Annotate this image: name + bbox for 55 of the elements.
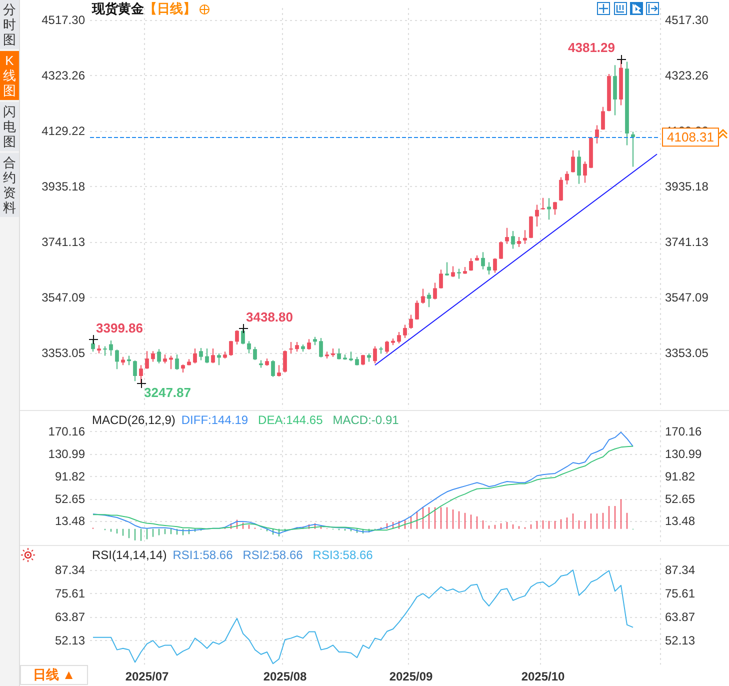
x-tick-label: 2025/08 — [263, 670, 308, 684]
y-tick-label: 170.16 — [48, 424, 86, 439]
text: MACD:-0.91 — [332, 413, 400, 427]
y2-tick-label: 3741.13 — [665, 235, 709, 250]
y-tick-label: 3353.05 — [42, 346, 86, 360]
y2-tick-label: 130.99 — [665, 447, 702, 462]
text: K线图 — [3, 53, 16, 98]
annotation: 3247.87 — [144, 385, 191, 400]
y-tick-label: 91.82 — [54, 469, 86, 484]
y-tick-label: 3935.18 — [42, 180, 86, 194]
y2-tick-label: 75.61 — [665, 586, 696, 600]
y2-tick-label: 4517.30 — [665, 13, 709, 28]
x-tick-label: 2025/10 — [521, 670, 566, 684]
text: 合约资料 — [3, 155, 16, 215]
chart-title: MACD(26,12,9) — [92, 413, 176, 427]
annotation: 3438.80 — [246, 310, 293, 325]
y2-tick-label: 170.16 — [665, 424, 702, 439]
x-tick-label: 2025/07 — [125, 670, 170, 684]
y-tick-label: 130.99 — [48, 447, 86, 462]
y2-tick-label: 63.87 — [665, 610, 696, 624]
annotation: 3399.86 — [96, 320, 143, 336]
text: 分时图 — [3, 2, 16, 47]
y2-tick-label: 3547.09 — [665, 290, 709, 305]
y-tick-label: 75.61 — [54, 586, 86, 600]
annotation: RSI2:58.66 — [242, 548, 304, 562]
y-tick-label: 52.13 — [54, 633, 86, 648]
y-tick-label: 13.48 — [54, 514, 86, 528]
y-tick-label: 52.65 — [54, 492, 86, 506]
y-tick-label: 4517.30 — [42, 13, 86, 28]
y-tick-label: 3547.09 — [42, 290, 86, 305]
y-tick-label: 3741.13 — [42, 235, 86, 250]
y-tick-label: 4129.22 — [42, 124, 86, 138]
y2-tick-label: 13.48 — [665, 514, 696, 528]
x-tick-label: 2025/09 — [389, 670, 434, 684]
y-tick-label: 87.34 — [54, 562, 86, 577]
y2-tick-label: 4323.26 — [665, 68, 709, 83]
y-tick-label: 4323.26 — [42, 68, 86, 83]
y2-tick-label: 52.65 — [665, 492, 696, 506]
y2-tick-label: 87.34 — [665, 562, 696, 577]
chart-subtitle: 【日线】 — [144, 1, 196, 16]
text: 日线 ▲ — [20, 665, 88, 685]
y2-tick-label: 3353.05 — [665, 346, 709, 360]
ref-line-label: 4108.31 — [667, 130, 714, 145]
y-tick-label: 63.87 — [54, 610, 86, 624]
chart-title: RSI(14,14,14) — [92, 548, 167, 562]
text: DEA:144.65 — [258, 413, 324, 427]
annotation: RSI1:58.66 — [172, 548, 234, 562]
chart-title: 现货黄金 — [91, 1, 145, 16]
y2-tick-label: 3935.18 — [665, 180, 709, 194]
y2-tick-label: 91.82 — [665, 469, 696, 484]
text: RSI3:58.66 — [312, 548, 374, 562]
annotation: 4381.29 — [568, 40, 616, 56]
y2-tick-label: 52.13 — [665, 633, 696, 648]
text: 闪电图 — [3, 104, 16, 149]
text: DIFF:144.19 — [181, 413, 248, 427]
